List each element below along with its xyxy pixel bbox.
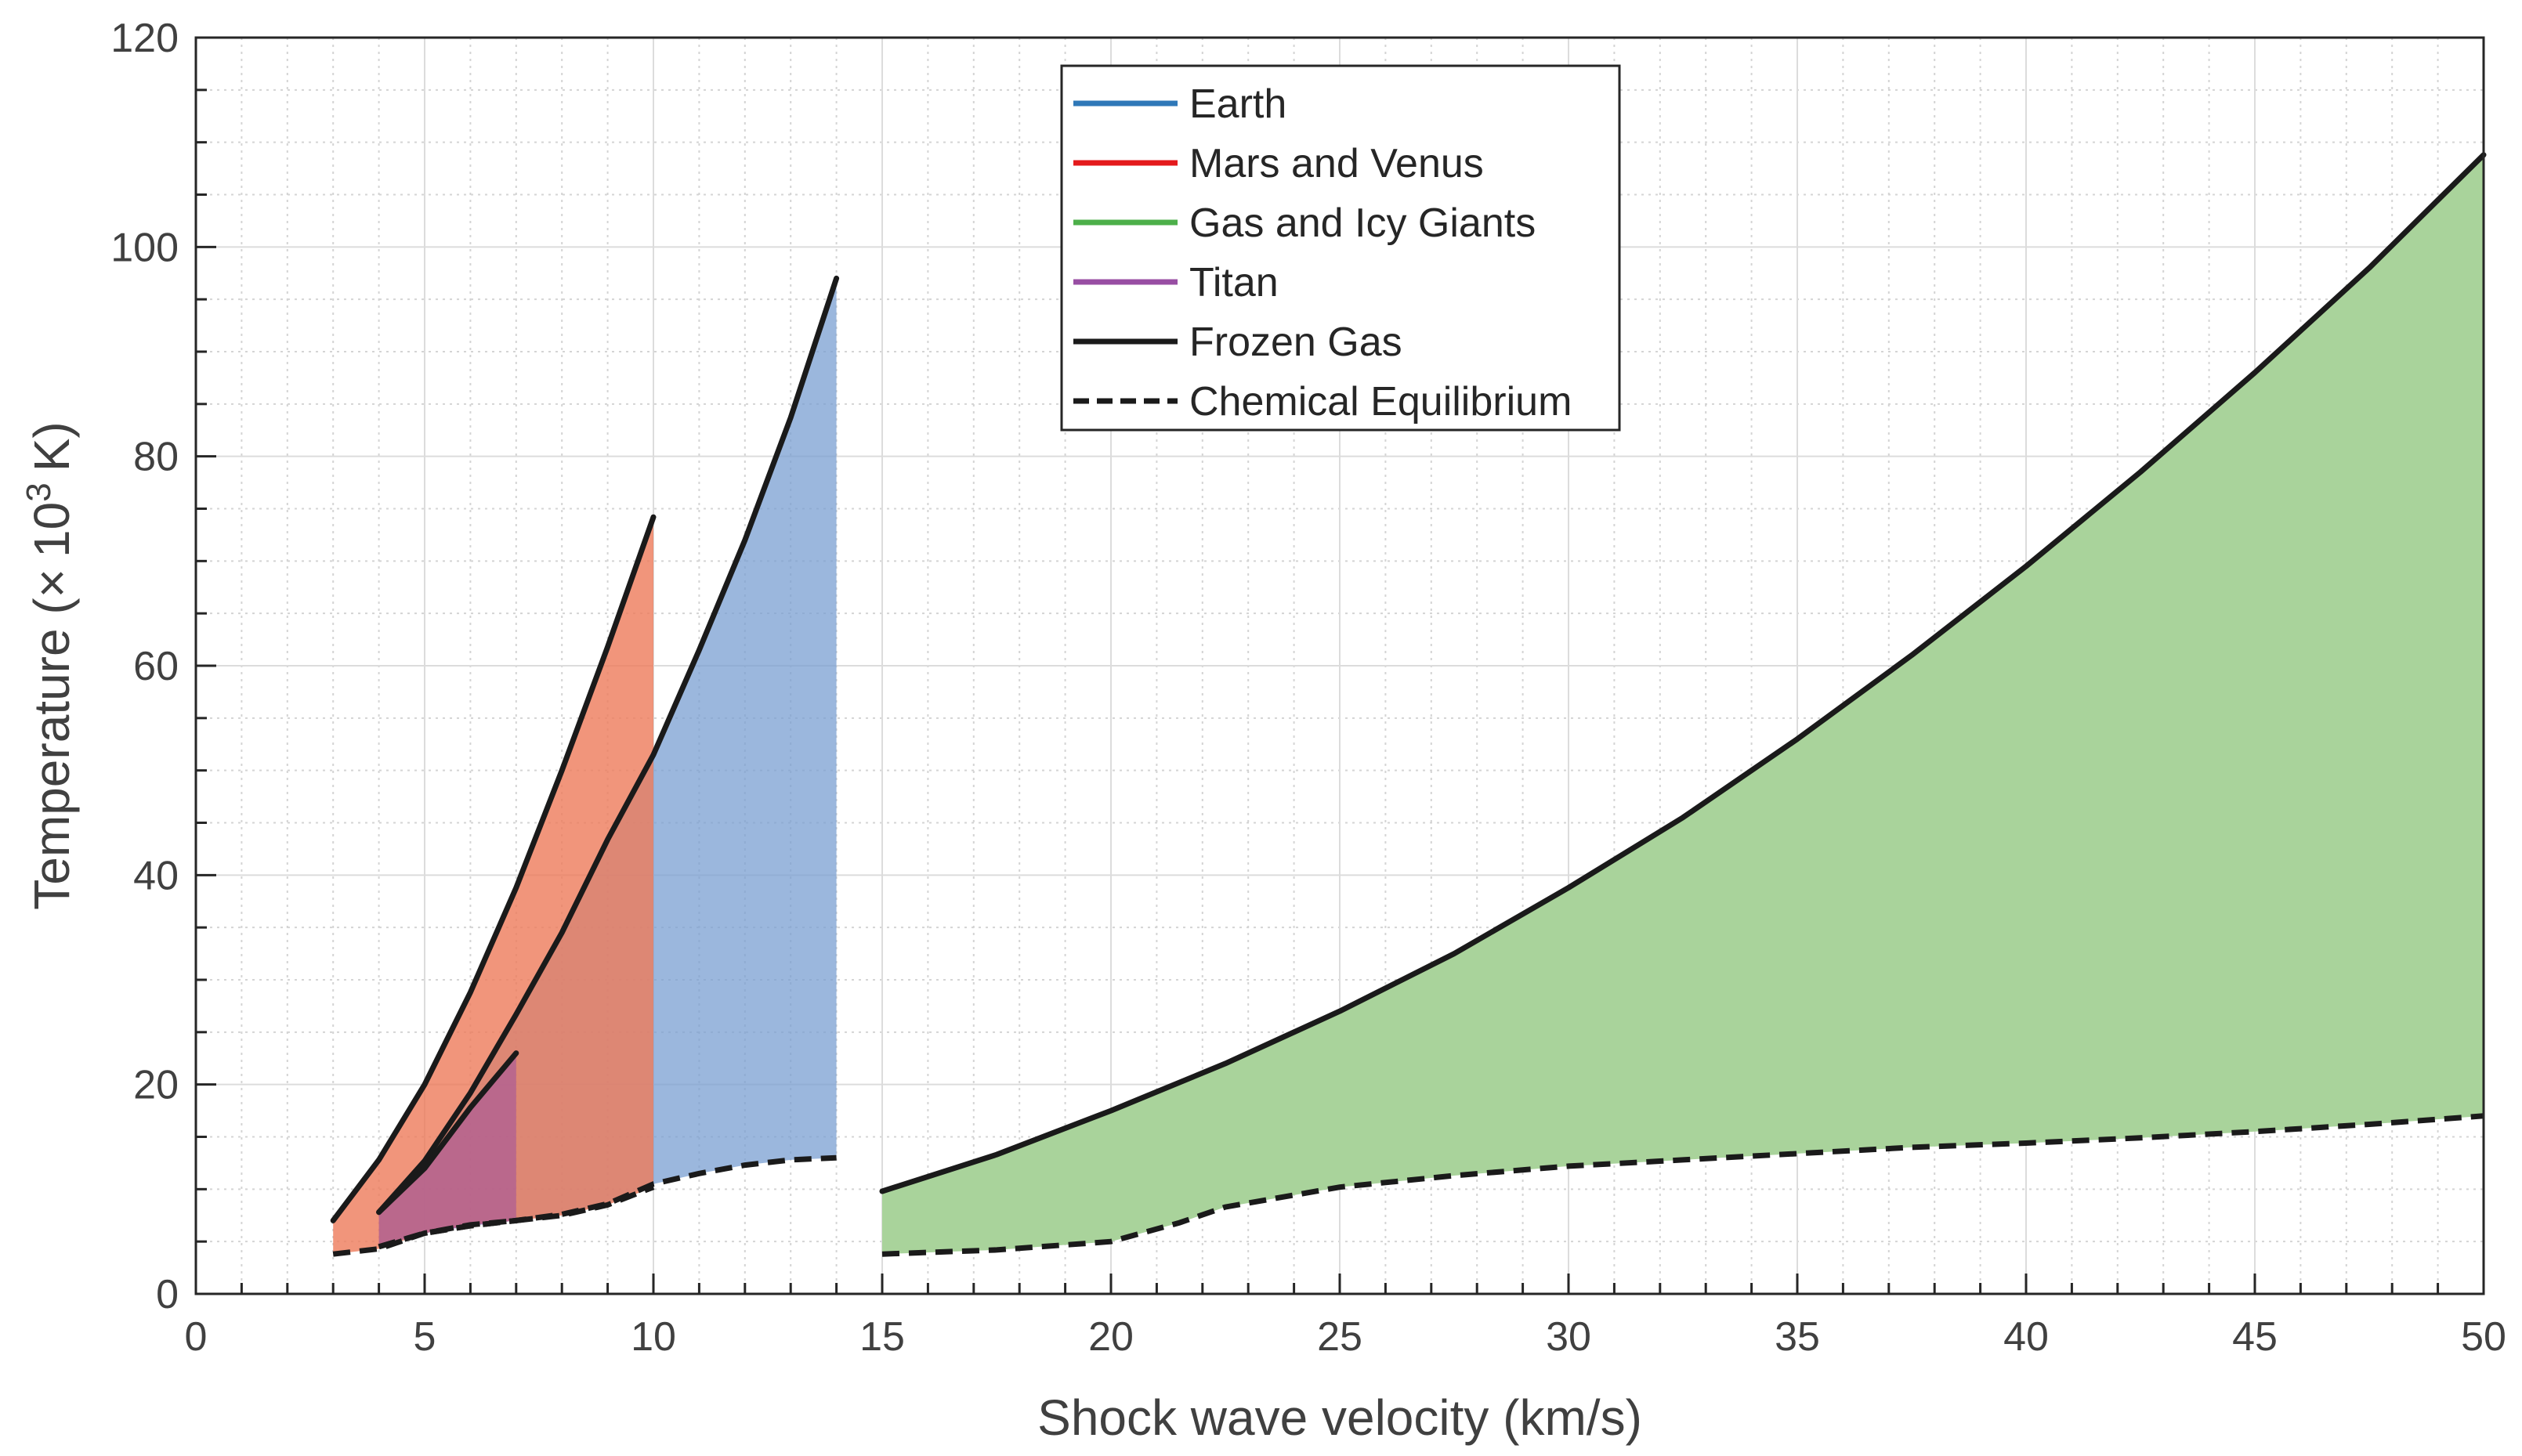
y-tick-label: 20 (133, 1063, 179, 1108)
x-tick-label: 30 (1546, 1314, 1591, 1360)
y-tick-label: 0 (156, 1272, 179, 1317)
x-tick-label: 25 (1317, 1314, 1362, 1360)
frozen-gas-line-titan (376, 1050, 519, 1216)
legend-label-chemical-equilibrium: Chemical Equilibrium (1189, 379, 1572, 425)
y-axis-label: Temperature (× 103 K) (20, 421, 80, 909)
fill-region-gas-and-icy-giants (882, 154, 2484, 1255)
y-tick-label: 100 (110, 225, 179, 270)
x-tick-label: 15 (859, 1314, 905, 1360)
y-tick-label: 80 (133, 435, 179, 480)
frozen-gas-line-gas-and-icy-giants (879, 152, 2487, 1194)
y-axis-label-times: × (24, 569, 80, 598)
fill-region-mars-and-venus (333, 517, 653, 1255)
x-tick-label: 10 (631, 1314, 676, 1360)
equilibrium-line-gas-and-icy-giants (881, 1113, 2484, 1257)
legend: Earth Mars and Venus Gas and Icy Giants Tit… (1060, 64, 1621, 432)
y-axis-label-exponent: 3 (20, 482, 58, 501)
x-tick-label: 0 (185, 1314, 208, 1360)
fill-region-earth (378, 278, 837, 1247)
fill-region-titan (378, 1053, 516, 1247)
x-axis-label: Shock wave velocity (km/s) (1037, 1389, 1642, 1446)
x-tick-label: 20 (1088, 1314, 1134, 1360)
y-tick-label: 120 (110, 16, 179, 61)
series-lines (330, 152, 2487, 1257)
frozen-gas-line-mars-and-venus (330, 514, 657, 1223)
y-axis-label-ten: 10 (24, 502, 80, 558)
y-axis-label-main: Temperature ( (24, 598, 80, 909)
x-tick-label: 50 (2461, 1314, 2506, 1360)
x-tick-label: 40 (2003, 1314, 2049, 1360)
x-tick-label: 5 (414, 1314, 436, 1360)
tick-labels: 0 5 10 15 20 25 30 35 40 45 50 0 20 40 60 80 100 120 (110, 16, 2506, 1360)
legend-label-frozen-gas: Frozen Gas (1189, 320, 1402, 365)
y-axis-label-unit: K) (24, 421, 80, 471)
legend-box (1060, 64, 1621, 432)
y-tick-label: 40 (133, 853, 179, 898)
legend-label-earth: Earth (1189, 81, 1286, 127)
legend-label-mars-and-venus: Mars and Venus (1189, 141, 1484, 186)
equilibrium-line-titan (378, 1217, 517, 1250)
series-fills (333, 154, 2484, 1255)
axis-ticks (194, 36, 2485, 1295)
legend-label-gas-and-icy-giants: Gas and Icy Giants (1189, 201, 1536, 246)
x-tick-label: 35 (1775, 1314, 1820, 1360)
frozen-gas-line-earth (376, 275, 840, 1216)
x-tick-label: 45 (2232, 1314, 2278, 1360)
y-tick-label: 60 (133, 644, 179, 689)
legend-label-titan: Titan (1189, 260, 1279, 305)
